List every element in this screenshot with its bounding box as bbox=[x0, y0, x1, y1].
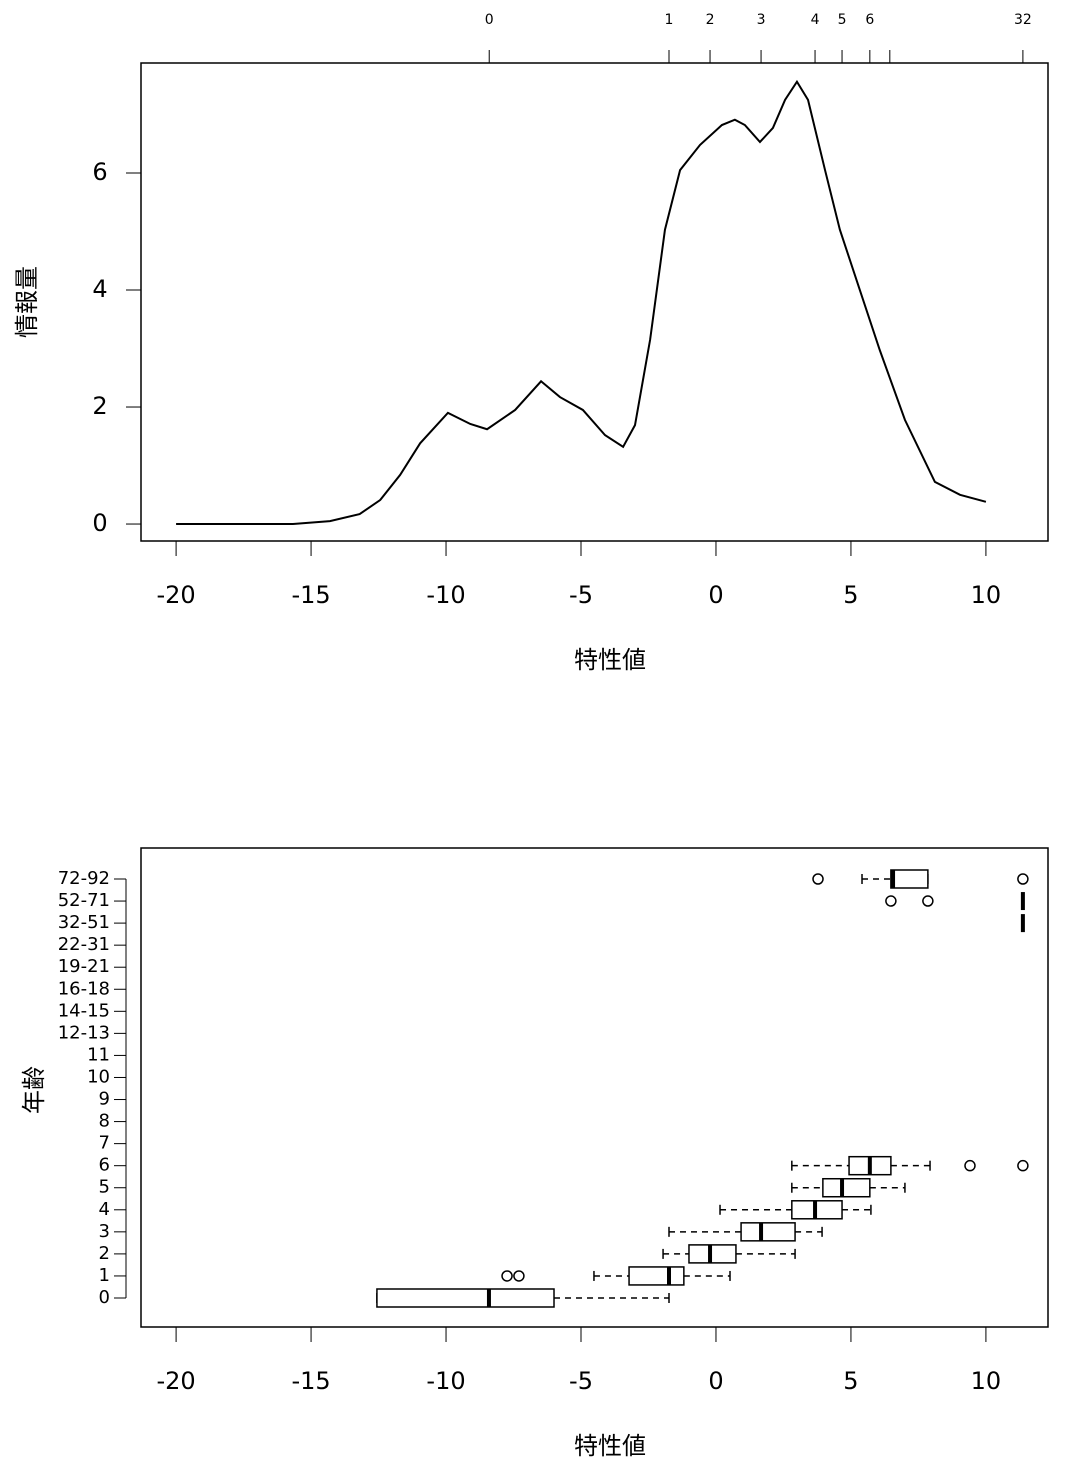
outlier bbox=[964, 1159, 976, 1172]
x-tick-label: -20 bbox=[156, 1367, 195, 1395]
x-tick-label: -5 bbox=[569, 1367, 593, 1395]
y-tick-label: 11 bbox=[87, 1044, 110, 1065]
outlier bbox=[1017, 1159, 1029, 1172]
x-tick-label: 5 bbox=[843, 581, 858, 609]
x-tick-label: 0 bbox=[708, 581, 723, 609]
y-tick-label: 6 bbox=[92, 158, 107, 186]
top-tick-label: 5 bbox=[838, 12, 847, 28]
y-tick-label: 1 bbox=[99, 1265, 110, 1286]
x-tick-label: 10 bbox=[971, 581, 1002, 609]
box bbox=[628, 1266, 685, 1286]
x-tick-label: 0 bbox=[708, 1367, 723, 1395]
x-tick-label: -5 bbox=[569, 581, 593, 609]
information-curve bbox=[176, 79, 987, 526]
y-tick-label: 2 bbox=[99, 1243, 110, 1264]
y-tick-label: 8 bbox=[99, 1111, 110, 1132]
y-tick-label: 2 bbox=[92, 392, 107, 420]
y-axis-title: 年齢 bbox=[20, 1066, 48, 1114]
x-axis-title: 特性値 bbox=[574, 646, 646, 674]
top-tick-label: 2 bbox=[706, 12, 715, 28]
plot-frame bbox=[140, 847, 1049, 1328]
y-tick-label: 6 bbox=[99, 1155, 110, 1176]
y-tick-label: 32-51 bbox=[58, 912, 110, 933]
y-axis-title: 情報量 bbox=[13, 266, 41, 338]
y-tick-label: 72-92 bbox=[58, 868, 110, 889]
outlier bbox=[812, 873, 824, 885]
x-tick-label: -10 bbox=[426, 581, 465, 609]
y-tick-label: 3 bbox=[99, 1221, 110, 1242]
outlier bbox=[922, 895, 934, 907]
x-tick-label: -10 bbox=[426, 1367, 465, 1395]
y-tick-label: 12-13 bbox=[58, 1022, 110, 1043]
y-tick-label: 4 bbox=[99, 1199, 110, 1220]
x-tick-label: 10 bbox=[971, 1367, 1002, 1395]
box bbox=[688, 1244, 737, 1264]
outlier bbox=[513, 1270, 525, 1282]
box bbox=[376, 1288, 555, 1308]
y-tick-label: 5 bbox=[99, 1177, 110, 1198]
top-tick-label: 0 bbox=[485, 12, 494, 28]
box bbox=[890, 869, 929, 889]
outlier bbox=[1017, 873, 1029, 885]
x-tick-label: -20 bbox=[156, 581, 195, 609]
x-tick-label: -15 bbox=[291, 1367, 330, 1395]
top-tick-label: 3 bbox=[757, 12, 766, 28]
y-tick-label: 22-31 bbox=[58, 934, 110, 955]
top-tick-label: 32 bbox=[1014, 12, 1032, 28]
y-tick-label: 7 bbox=[99, 1133, 110, 1154]
top-tick-label: 4 bbox=[811, 12, 820, 28]
box bbox=[822, 1177, 871, 1198]
plot-frame bbox=[140, 62, 1049, 542]
y-tick-label: 0 bbox=[92, 509, 107, 537]
top-tick-label: 6 bbox=[865, 12, 874, 28]
outlier bbox=[501, 1270, 513, 1282]
outlier bbox=[885, 895, 897, 907]
top-tick-label: 1 bbox=[665, 12, 674, 28]
y-tick-label: 19-21 bbox=[58, 956, 110, 977]
y-tick-label: 14-15 bbox=[58, 1000, 110, 1021]
y-tick-label: 0 bbox=[99, 1287, 110, 1308]
box bbox=[740, 1222, 796, 1242]
y-tick-label: 10 bbox=[87, 1066, 110, 1087]
y-tick-label: 4 bbox=[92, 275, 107, 303]
y-tick-label: 52-71 bbox=[58, 890, 110, 911]
y-tick-label: 9 bbox=[99, 1089, 110, 1110]
x-tick-label: -15 bbox=[291, 581, 330, 609]
x-tick-label: 5 bbox=[843, 1367, 858, 1395]
y-tick-label: 16-18 bbox=[58, 978, 110, 999]
x-axis-title: 特性値 bbox=[574, 1432, 646, 1460]
